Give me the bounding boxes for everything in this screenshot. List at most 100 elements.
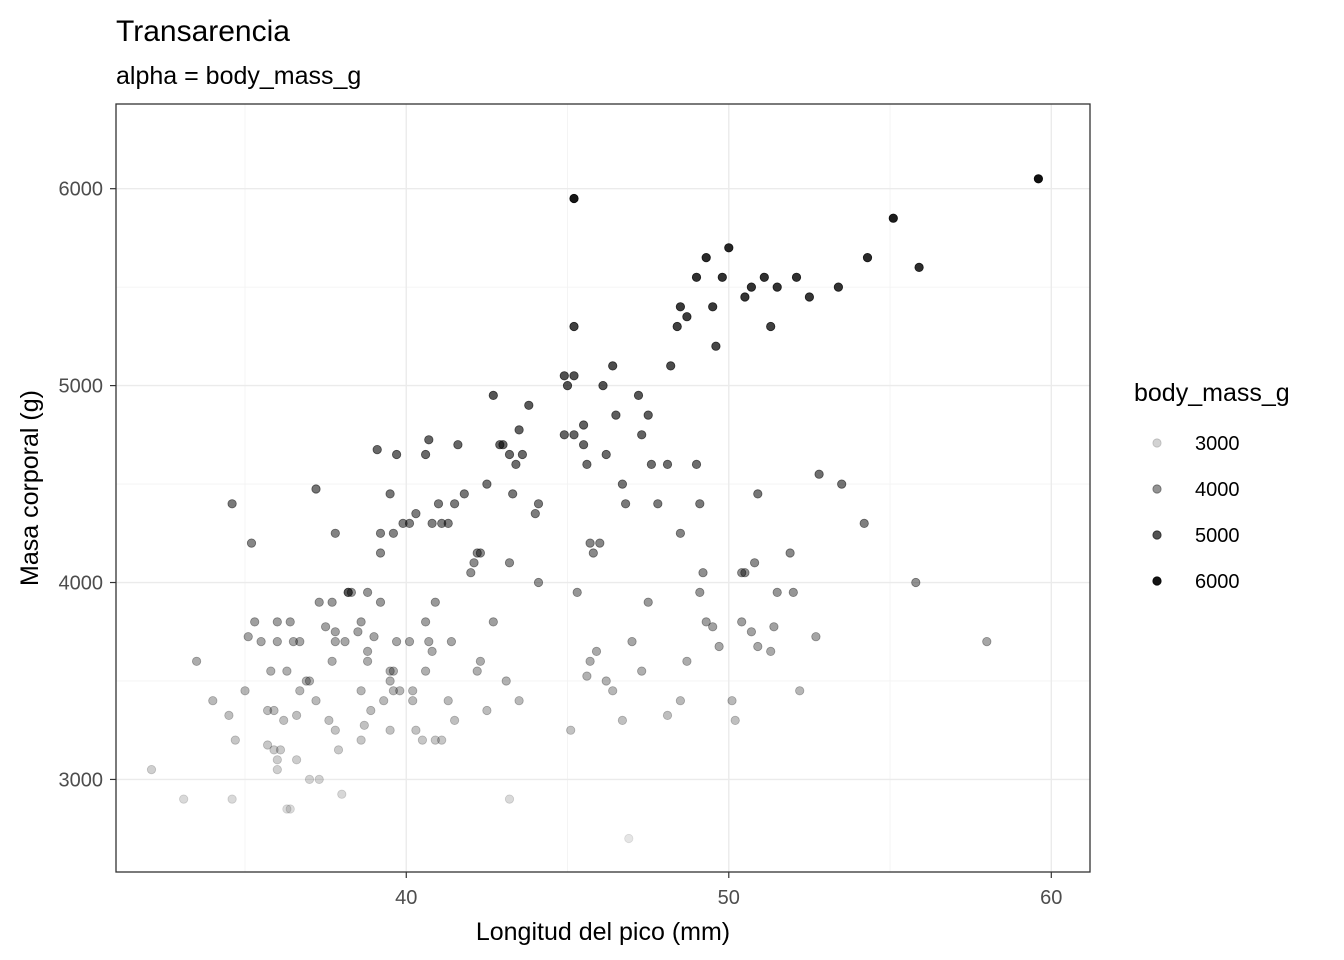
data-point (330, 725, 340, 735)
data-point (304, 676, 315, 686)
data-point (417, 735, 427, 745)
data-point (230, 735, 240, 745)
data-point (559, 430, 569, 440)
data-point (508, 489, 518, 499)
data-point (601, 449, 611, 460)
data-point (708, 302, 718, 312)
data-point (469, 558, 479, 568)
data-point (643, 410, 653, 420)
data-point (530, 508, 540, 519)
data-point (282, 804, 292, 814)
data-point (833, 282, 844, 292)
data-point (192, 656, 202, 666)
data-point (627, 636, 637, 647)
data-point (420, 449, 431, 460)
data-point (569, 193, 579, 204)
data-point (369, 632, 379, 642)
data-point (459, 489, 469, 499)
data-point (804, 292, 815, 302)
data-point (772, 282, 782, 292)
data-point (517, 449, 528, 460)
data-point (266, 666, 276, 676)
data-point (224, 710, 234, 721)
data-point (475, 656, 485, 666)
grid-lines (116, 104, 1090, 872)
data-point (785, 548, 795, 558)
data-point (788, 587, 798, 598)
data-point (449, 715, 460, 726)
data-point (653, 499, 663, 509)
data-point (466, 568, 476, 578)
data-point (691, 272, 702, 282)
data-point (582, 671, 592, 681)
data-point (330, 636, 340, 647)
data-point (578, 420, 589, 430)
data-point (408, 696, 418, 706)
data-point (362, 646, 373, 657)
y-tick-label: 4000 (59, 573, 104, 595)
data-point (385, 489, 395, 499)
data-point (446, 636, 456, 647)
data-point (585, 656, 595, 666)
data-point (375, 597, 386, 607)
data-point (301, 676, 311, 686)
legend-label: 3000 (1195, 433, 1240, 455)
data-point (337, 789, 347, 799)
data-point (327, 656, 337, 666)
data-point (737, 568, 747, 578)
data-point (591, 646, 602, 657)
data-point (559, 371, 569, 381)
x-axis: 40 50 60 (395, 872, 1062, 909)
data-point (385, 725, 395, 735)
panel-background (116, 104, 1090, 872)
data-point (569, 321, 579, 332)
data-point (608, 686, 618, 696)
panel-border (115, 103, 1091, 873)
data-point (272, 764, 282, 775)
data-point (227, 794, 237, 804)
data-point (424, 636, 434, 647)
data-point (250, 617, 260, 627)
data-point (388, 666, 398, 676)
data-point (637, 430, 647, 440)
data-point (682, 312, 692, 322)
data-point (888, 213, 898, 223)
data-point (240, 686, 250, 696)
data-point (772, 587, 782, 598)
data-point (262, 740, 273, 750)
data-point (472, 666, 482, 676)
data-point (811, 632, 821, 642)
data-point (295, 636, 305, 647)
data-point (443, 696, 453, 706)
data-point (314, 774, 324, 785)
data-point (391, 449, 402, 460)
data-point (675, 528, 686, 538)
data-point (524, 400, 534, 410)
data-point (385, 666, 395, 676)
data-point (269, 705, 279, 716)
data-point (488, 390, 498, 400)
chart-subtitle: alpha = body_mass_g (116, 62, 361, 90)
legend: body_mass_g 3000 4000 5000 6000 (1134, 379, 1290, 593)
legend-title: body_mass_g (1134, 379, 1290, 407)
data-point (391, 636, 402, 647)
data-point (375, 548, 386, 558)
data-point (562, 380, 573, 391)
data-point (501, 676, 511, 686)
legend-key (1152, 438, 1162, 448)
data-point (695, 587, 705, 598)
chart-title: Transarencia (116, 15, 290, 48)
y-axis: 3000 4000 5000 6000 (59, 179, 116, 791)
data-point (427, 518, 437, 529)
data-point (617, 715, 628, 726)
data-point (227, 499, 237, 509)
data-point (488, 617, 498, 627)
data-point (472, 548, 482, 558)
data-point (795, 686, 805, 696)
data-point (675, 302, 686, 312)
data-point (637, 666, 647, 676)
y-axis-title: Masa corporal (g) (16, 390, 44, 586)
data-point (633, 390, 644, 400)
data-point (430, 597, 440, 607)
